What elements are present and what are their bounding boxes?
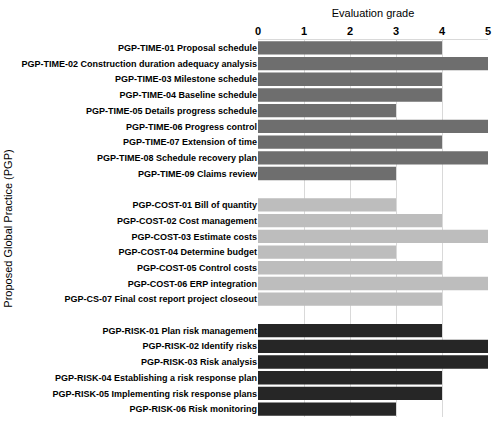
svg-text:PGP-RISK-03 Risk analysis: PGP-RISK-03 Risk analysis <box>141 357 257 367</box>
svg-text:PGP-TIME-06 Progress control: PGP-TIME-06 Progress control <box>126 122 257 132</box>
svg-text:PGP-TIME-03 Milestone schedule: PGP-TIME-03 Milestone schedule <box>115 74 257 84</box>
svg-text:PGP-RISK-06 Risk monitoring: PGP-RISK-06 Risk monitoring <box>129 404 257 414</box>
svg-text:PGP-TIME-04 Baseline schedule: PGP-TIME-04 Baseline schedule <box>119 90 257 100</box>
svg-text:Proposed Global Practice (PGP): Proposed Global Practice (PGP) <box>2 149 14 307</box>
svg-text:PGP-COST-01 Bill of quantity: PGP-COST-01 Bill of quantity <box>132 200 257 210</box>
svg-text:2: 2 <box>347 25 353 37</box>
svg-text:1: 1 <box>301 25 307 37</box>
svg-text:PGP-TIME-08 Schedule recovery: PGP-TIME-08 Schedule recovery plan <box>97 153 257 163</box>
svg-text:PGP-TIME-09 Claims review: PGP-TIME-09 Claims review <box>138 169 258 179</box>
svg-text:3: 3 <box>393 25 399 37</box>
svg-text:PGP-TIME-01 Proposal schedule: PGP-TIME-01 Proposal schedule <box>118 43 257 53</box>
svg-text:5: 5 <box>485 25 491 37</box>
svg-text:PGP-RISK-05 Implementing risk: PGP-RISK-05 Implementing risk response p… <box>52 389 257 399</box>
svg-text:PGP-TIME-05 Details progress s: PGP-TIME-05 Details progress schedule <box>86 106 257 116</box>
svg-text:PGP-CS-07 Final cost report pr: PGP-CS-07 Final cost report project clos… <box>64 294 257 304</box>
svg-text:PGP-COST-04 Determine budget: PGP-COST-04 Determine budget <box>118 247 257 257</box>
svg-text:PGP-COST-06 ERP integration: PGP-COST-06 ERP integration <box>128 279 257 289</box>
svg-text:PGP-RISK-02 Identify risks: PGP-RISK-02 Identify risks <box>142 341 257 351</box>
svg-text:PGP-RISK-01 Plan risk manageme: PGP-RISK-01 Plan risk management <box>102 326 257 336</box>
svg-text:4: 4 <box>439 25 446 37</box>
svg-text:PGP-COST-05 Control costs: PGP-COST-05 Control costs <box>137 263 257 273</box>
svg-text:0: 0 <box>255 25 261 37</box>
svg-text:PGP-TIME-07 Extension of time: PGP-TIME-07 Extension of time <box>123 137 257 147</box>
svg-text:PGP-COST-03 Estimate costs: PGP-COST-03 Estimate costs <box>131 232 257 242</box>
svg-text:PGP-TIME-02 Construction durat: PGP-TIME-02 Construction duration adequa… <box>21 59 257 69</box>
svg-text:Evaluation grade: Evaluation grade <box>332 7 415 19</box>
svg-text:PGP-RISK-04 Establishing a ris: PGP-RISK-04 Establishing a risk response… <box>55 373 257 383</box>
svg-text:PGP-COST-02 Cost management: PGP-COST-02 Cost management <box>117 216 257 226</box>
